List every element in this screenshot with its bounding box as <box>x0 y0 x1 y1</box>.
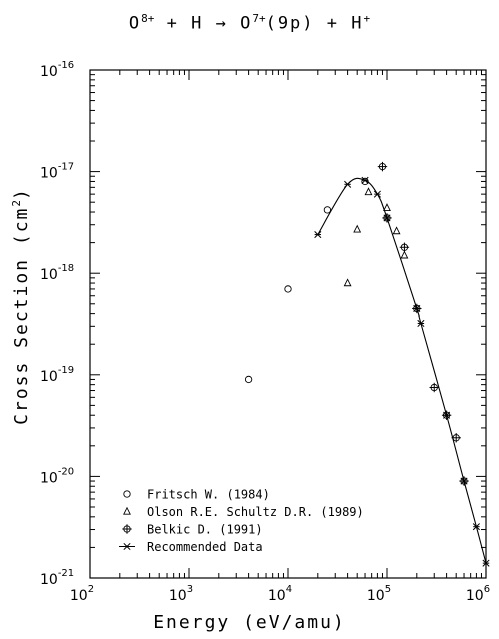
data-point-series-2 <box>429 382 439 393</box>
legend-entry: Olson R.E. Schultz D.R. (1989) <box>147 505 364 519</box>
data-point-series-1 <box>353 224 362 233</box>
data-point-series-2 <box>451 433 461 443</box>
x-tick-label: 106 <box>466 584 490 604</box>
plot-frame <box>89 69 487 579</box>
legend-label: Recommended Data <box>147 540 263 554</box>
data-point-series-3 <box>482 559 490 567</box>
data-point-series-3 <box>460 477 468 485</box>
legend-marker <box>123 542 131 551</box>
triangle-marker <box>364 187 373 196</box>
data-point-series-2 <box>377 161 388 172</box>
triangle-marker <box>383 203 391 211</box>
x-tick-label: 103 <box>169 584 193 604</box>
data-point-series-1 <box>392 226 401 235</box>
x-tick-label: 102 <box>70 584 94 604</box>
data-point-series-1 <box>400 250 409 259</box>
legend-entry: Recommended Data <box>119 540 263 554</box>
y-tick-label: 10-18 <box>40 263 74 283</box>
data-point-series-3 <box>417 319 425 328</box>
data-point-series-3 <box>344 180 352 188</box>
data-point-series-1 <box>383 203 391 211</box>
triangle-marker <box>392 226 401 235</box>
legend-label: Fritsch W. (1984) <box>147 488 270 502</box>
data-point-series-3 <box>413 304 421 312</box>
data-point-series-1 <box>364 187 373 196</box>
x-tick-label: 105 <box>367 584 391 604</box>
data-point-series-3 <box>361 176 369 184</box>
data-point-series-2 <box>399 242 410 252</box>
circle-marker <box>284 285 292 293</box>
circle-marker <box>244 375 253 384</box>
legend-marker <box>123 506 131 515</box>
triangle-marker <box>123 506 131 515</box>
data-point-series-3 <box>383 214 391 222</box>
legend-marker <box>122 524 132 534</box>
triangle-marker <box>400 250 409 259</box>
y-tick-label: 10-21 <box>40 568 74 588</box>
data-point-series-0 <box>284 285 292 293</box>
data-point-series-3 <box>472 523 480 531</box>
y-tick-label: 10-20 <box>40 466 74 486</box>
circle-marker <box>323 206 332 214</box>
triangle-marker <box>353 224 362 233</box>
legend-label: Belkic D. (1991) <box>147 523 263 537</box>
y-tick-label: 10-19 <box>40 365 74 385</box>
data-point-series-1 <box>343 278 352 287</box>
x-tick-label: 104 <box>268 584 292 604</box>
circle-marker <box>361 177 369 186</box>
legend-entry: Belkic D. (1991) <box>147 523 263 537</box>
triangle-marker <box>343 278 352 287</box>
data-point-series-0 <box>244 375 253 384</box>
data-point-series-0 <box>323 206 332 214</box>
data-point-series-3 <box>443 411 451 419</box>
legend-marker <box>123 490 131 498</box>
legend-label: Olson R.E. Schultz D.R. (1989) <box>147 505 364 519</box>
data-point-series-3 <box>373 190 381 198</box>
chart-title: O8+ + H → O7+(9p) + H+ <box>128 12 371 34</box>
x-axis-label: Energy (eV/amu) <box>153 612 346 633</box>
y-tick-label: 10-17 <box>40 162 74 182</box>
data-point-series-3 <box>314 231 322 239</box>
legend-entry: Fritsch W. (1984) <box>147 488 270 502</box>
y-tick-label: 10-16 <box>40 60 74 80</box>
data-point-series-0 <box>361 177 369 186</box>
circle-marker <box>123 490 131 498</box>
